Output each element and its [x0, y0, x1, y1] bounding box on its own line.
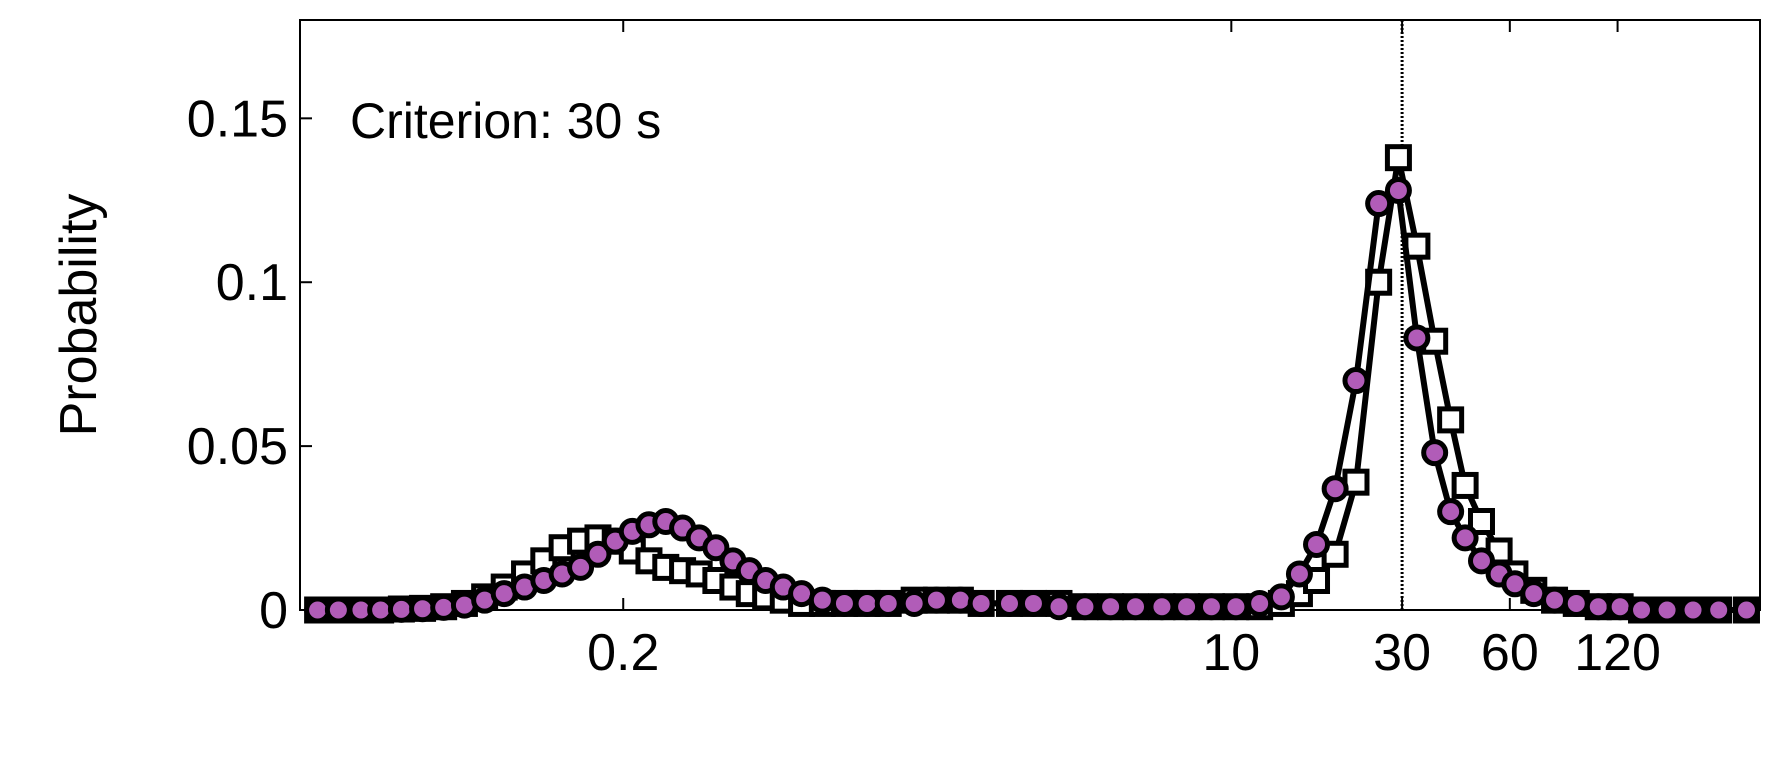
circle-marker	[808, 586, 836, 614]
series-circle	[304, 176, 1760, 624]
square-marker	[1437, 406, 1465, 434]
circle-marker	[1222, 593, 1250, 621]
circle-marker	[1285, 560, 1313, 588]
x-tick-label: 30	[1373, 624, 1431, 682]
series-square	[304, 144, 1760, 624]
circle-marker	[1606, 593, 1634, 621]
circle-marker	[1384, 176, 1412, 204]
circle-marker	[995, 589, 1023, 617]
square-marker	[1451, 471, 1479, 499]
criterion-annotation: Criterion: 30 s	[350, 93, 661, 149]
circle-marker	[1421, 439, 1449, 467]
series-line-circle	[317, 187, 1747, 613]
circle-marker	[967, 589, 995, 617]
y-axis-title: Probability	[50, 194, 108, 437]
circle-marker	[922, 586, 950, 614]
circle-marker	[1541, 586, 1569, 614]
circle-marker	[1467, 547, 1495, 575]
circle-marker	[1584, 593, 1612, 621]
x-tick-label: 120	[1574, 624, 1661, 682]
circle-marker	[1148, 593, 1176, 621]
circle-marker	[1122, 593, 1150, 621]
y-tick-label: 0.1	[216, 254, 288, 312]
circle-marker	[900, 589, 928, 617]
square-marker	[1467, 508, 1495, 535]
square-marker	[1384, 144, 1412, 172]
circle-marker	[567, 553, 595, 581]
circle-marker	[1705, 596, 1733, 624]
circle-marker	[1653, 596, 1681, 624]
circle-marker	[584, 540, 612, 568]
circle-marker	[1267, 583, 1295, 611]
series-line-square	[317, 154, 1747, 613]
y-tick-label: 0.15	[187, 90, 288, 148]
circle-marker	[1071, 593, 1099, 621]
circle-marker	[1246, 589, 1274, 617]
circle-marker	[1303, 530, 1331, 558]
circle-marker	[1342, 367, 1370, 395]
circle-marker	[1628, 596, 1656, 624]
circle-marker	[1437, 498, 1465, 526]
circle-marker	[830, 589, 858, 617]
x-tick-label: 10	[1202, 624, 1260, 682]
y-tick-label: 0	[259, 582, 288, 640]
circle-marker	[702, 534, 730, 562]
circle-marker	[1019, 589, 1047, 617]
circle-marker	[1097, 593, 1125, 621]
circle-marker	[1045, 593, 1073, 621]
circle-marker	[1679, 596, 1707, 624]
circle-marker	[1173, 593, 1201, 621]
circle-marker	[1321, 475, 1349, 503]
circle-marker	[1562, 589, 1590, 617]
y-axis-ticks: 0 0.05 0.1 0.15	[187, 90, 312, 640]
circle-marker	[874, 589, 902, 617]
circle-marker	[1365, 190, 1393, 218]
x-tick-label: 0.2	[587, 624, 659, 682]
circle-marker	[1403, 324, 1431, 352]
circle-marker	[1451, 524, 1479, 552]
circle-marker	[1732, 596, 1760, 624]
circle-marker	[1197, 593, 1225, 621]
circle-marker	[324, 596, 352, 624]
series-layer	[304, 144, 1760, 624]
y-tick-label: 0.05	[187, 418, 288, 476]
x-axis-ticks: 0.2 10 30 60 120	[587, 20, 1661, 682]
x-tick-label: 60	[1481, 624, 1539, 682]
